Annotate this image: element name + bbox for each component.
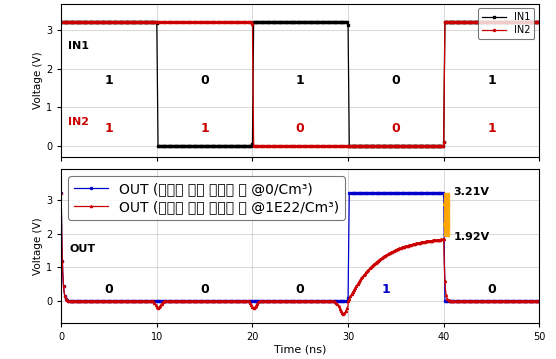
X-axis label: Time (ns): Time (ns) bbox=[274, 345, 326, 355]
Text: 0: 0 bbox=[391, 74, 400, 87]
IN2 bbox=[152, 20, 158, 24]
OUT (방사선 영향 모델링 전 @0/Cm³) bbox=[58, 191, 64, 195]
OUT (방사선 영향 모델링 후 @1E22/Cm³) bbox=[152, 302, 158, 306]
Text: 1: 1 bbox=[105, 122, 113, 135]
Line: IN1: IN1 bbox=[60, 22, 540, 147]
Text: 0: 0 bbox=[296, 122, 305, 135]
IN1 bbox=[78, 20, 85, 24]
OUT (방사선 영향 모델링 전 @0/Cm³) bbox=[66, 299, 72, 303]
OUT (방사선 영향 모델링 후 @1E22/Cm³) bbox=[291, 299, 298, 303]
Text: 0: 0 bbox=[391, 122, 400, 135]
IN2 bbox=[60, 20, 67, 24]
Line: OUT (방사선 영향 모델링 후 @1E22/Cm³): OUT (방사선 영향 모델링 후 @1E22/Cm³) bbox=[60, 192, 540, 315]
IN2 bbox=[78, 20, 85, 24]
Text: 0: 0 bbox=[200, 283, 209, 296]
IN2 bbox=[86, 20, 93, 24]
OUT (방사선 영향 모델링 전 @0/Cm³) bbox=[78, 299, 85, 303]
Text: 1: 1 bbox=[105, 74, 113, 87]
Text: 1: 1 bbox=[200, 122, 209, 135]
Text: IN1: IN1 bbox=[68, 41, 89, 51]
Text: 3.21V: 3.21V bbox=[453, 187, 489, 197]
IN1 bbox=[58, 20, 64, 24]
Y-axis label: Voltage (V): Voltage (V) bbox=[33, 52, 43, 109]
Text: 1.92V: 1.92V bbox=[453, 232, 489, 242]
IN2 bbox=[250, 144, 257, 148]
Text: 0: 0 bbox=[200, 74, 209, 87]
Text: 1: 1 bbox=[487, 74, 496, 87]
OUT (방사선 영향 모델링 후 @1E22/Cm³) bbox=[536, 299, 543, 303]
OUT (방사선 영향 모델링 후 @1E22/Cm³) bbox=[86, 299, 93, 303]
Line: IN2: IN2 bbox=[60, 22, 540, 147]
IN1 bbox=[536, 20, 543, 24]
IN1 bbox=[60, 20, 67, 24]
Text: OUT: OUT bbox=[69, 244, 95, 254]
OUT (방사선 영향 모델링 전 @0/Cm³) bbox=[511, 299, 518, 303]
IN1 bbox=[511, 20, 518, 24]
OUT (방사선 영향 모델링 전 @0/Cm³) bbox=[291, 299, 298, 303]
Text: 0: 0 bbox=[296, 283, 305, 296]
Text: 1: 1 bbox=[487, 122, 496, 135]
Text: 0: 0 bbox=[487, 283, 496, 296]
Y-axis label: Voltage (V): Voltage (V) bbox=[33, 218, 43, 275]
Legend: OUT (방사선 영향 모델링 전 @0/Cm³), OUT (방사선 영향 모델링 후 @1E22/Cm³): OUT (방사선 영향 모델링 전 @0/Cm³), OUT (방사선 영향 모… bbox=[68, 176, 345, 220]
Text: IN2: IN2 bbox=[68, 117, 89, 127]
IN2 bbox=[536, 20, 543, 24]
OUT (방사선 영향 모델링 전 @0/Cm³) bbox=[87, 299, 93, 303]
IN1 bbox=[86, 20, 93, 24]
OUT (방사선 영향 모델링 후 @1E22/Cm³) bbox=[511, 299, 518, 303]
Line: OUT (방사선 영향 모델링 전 @0/Cm³): OUT (방사선 영향 모델링 전 @0/Cm³) bbox=[60, 192, 540, 302]
OUT (방사선 영향 모델링 전 @0/Cm³) bbox=[152, 299, 158, 303]
Legend: IN1, IN2: IN1, IN2 bbox=[478, 9, 534, 39]
Text: 1: 1 bbox=[382, 283, 391, 296]
IN2 bbox=[291, 144, 298, 148]
Text: 1: 1 bbox=[296, 74, 305, 87]
OUT (방사선 영향 모델링 전 @0/Cm³) bbox=[536, 299, 543, 303]
IN1 bbox=[152, 20, 158, 24]
Text: 0: 0 bbox=[105, 283, 113, 296]
OUT (방사선 영향 모델링 후 @1E22/Cm³) bbox=[58, 191, 64, 195]
IN2 bbox=[58, 20, 64, 24]
IN1 bbox=[291, 20, 298, 24]
OUT (방사선 영향 모델링 후 @1E22/Cm³) bbox=[78, 299, 85, 303]
OUT (방사선 영향 모델링 후 @1E22/Cm³) bbox=[60, 281, 67, 285]
IN1 bbox=[155, 144, 161, 148]
IN2 bbox=[511, 20, 518, 24]
OUT (방사선 영향 모델링 전 @0/Cm³) bbox=[60, 281, 67, 285]
OUT (방사선 영향 모델링 후 @1E22/Cm³) bbox=[340, 312, 346, 316]
